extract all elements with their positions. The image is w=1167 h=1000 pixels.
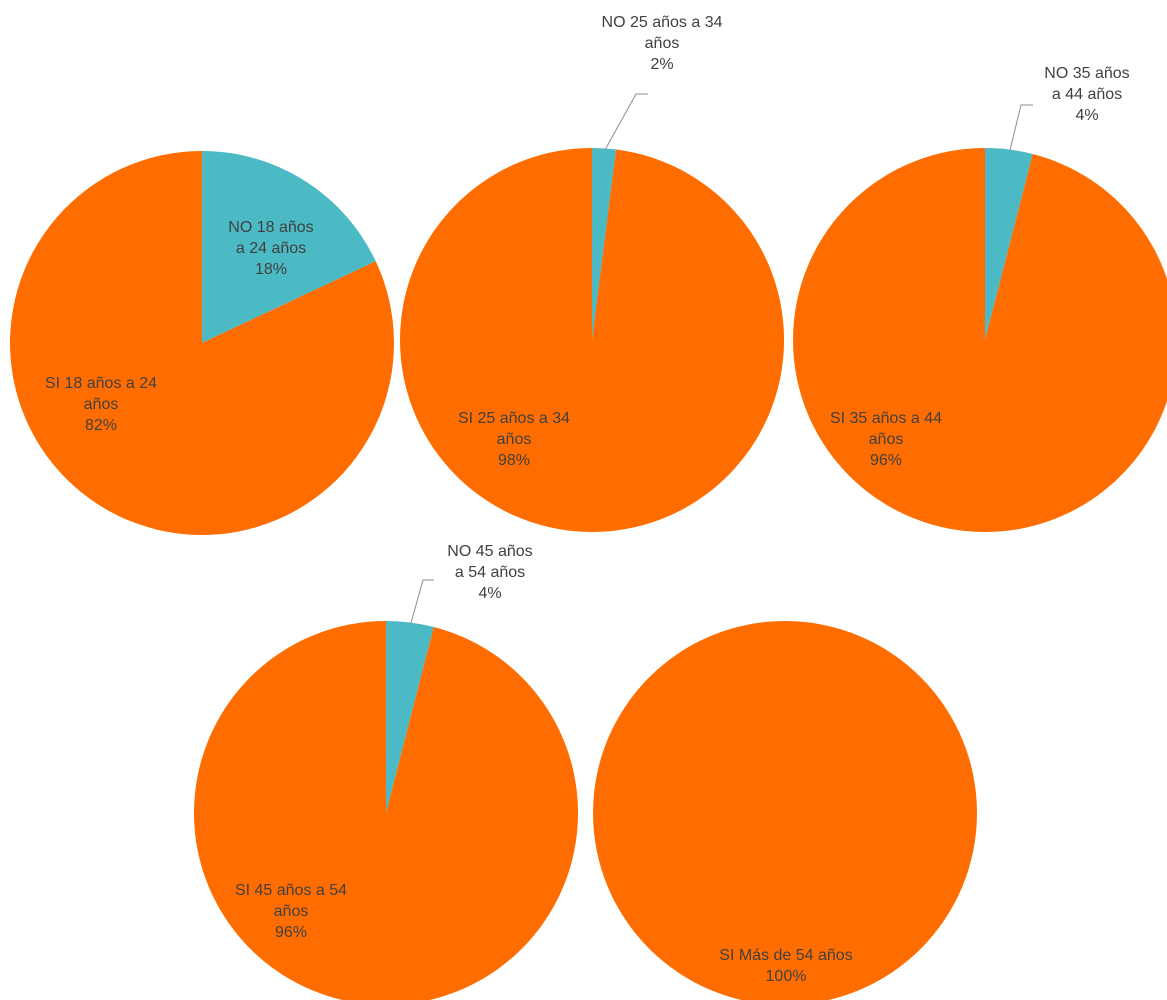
- data-label-line: 98%: [498, 452, 530, 469]
- leader-line-no-2: [604, 93, 648, 151]
- data-label-line: 96%: [275, 924, 307, 941]
- data-label-line: años: [497, 431, 532, 448]
- data-label-line: 2%: [650, 56, 673, 73]
- data-label-line: a 44 años: [1052, 86, 1122, 103]
- data-label-no-2: NO 25 años a 34 años 2%: [602, 14, 723, 73]
- pie-slice-no-2: [592, 147, 617, 340]
- data-label-line: 100%: [766, 968, 807, 985]
- pie-charts-group: NO 18 años a 24 años 18% SI 18 años a 24 año…: [10, 14, 1167, 1000]
- pie-slice-si-4: [194, 621, 579, 1000]
- data-label-line: años: [84, 396, 119, 413]
- leader-line-no-3: [1009, 104, 1033, 151]
- data-label-line: años: [274, 903, 309, 920]
- data-label-line: 96%: [870, 452, 902, 469]
- data-label-line: SI 45 años a 54: [235, 882, 347, 899]
- pie-chart-5: SI Más de 54 años 100%: [593, 621, 977, 1000]
- data-label-line: NO 18 años: [228, 219, 313, 236]
- pie-slice-si-1: [10, 151, 395, 535]
- data-label-line: 4%: [478, 585, 501, 602]
- data-label-line: SI 25 años a 34: [458, 410, 570, 427]
- data-label-si-5: SI Más de 54 años 100%: [719, 947, 852, 985]
- data-label-line: a 24 años: [236, 240, 306, 257]
- data-label-si-3: SI 35 años a 44 años 96%: [830, 410, 942, 469]
- pie-chart-1: NO 18 años a 24 años 18% SI 18 años a 24 año…: [10, 151, 395, 535]
- pie-slice-si-2: [400, 148, 785, 532]
- data-label-line: NO 45 años: [447, 543, 532, 560]
- data-label-si-2: SI 25 años a 34 años 98%: [458, 410, 570, 469]
- data-label-line: a 54 años: [455, 564, 525, 581]
- pie-chart-4: NO 45 años a 54 años 4% SI 45 años a 54 años…: [194, 543, 579, 1000]
- pie-chart-3: NO 35 años a 44 años 4% SI 35 años a 44 años…: [793, 65, 1167, 532]
- pie-slice-no-4: [386, 621, 434, 813]
- data-label-no-3: NO 35 años a 44 años 4%: [1044, 65, 1129, 124]
- data-label-line: 82%: [85, 417, 117, 434]
- data-label-line: SI 35 años a 44: [830, 410, 942, 427]
- data-label-line: SI 18 años a 24: [45, 375, 157, 392]
- pie-slice-no-1: [202, 151, 376, 343]
- leader-line-no-4: [410, 579, 434, 624]
- data-label-line: NO 35 años: [1044, 65, 1129, 82]
- data-label-line: 4%: [1075, 107, 1098, 124]
- data-label-no-4: NO 45 años a 54 años 4%: [447, 543, 532, 602]
- pie-slice-no-3: [985, 148, 1033, 340]
- pie-slice-si-3: [793, 148, 1167, 532]
- data-label-line: 18%: [255, 261, 287, 278]
- data-label-line: SI Más de 54 años: [719, 947, 852, 964]
- data-label-si-4: SI 45 años a 54 años 96%: [235, 882, 347, 941]
- data-label-no-1: NO 18 años a 24 años 18%: [228, 219, 313, 278]
- pie-chart-2: NO 25 años a 34 años 2% SI 25 años a 34 años…: [400, 14, 785, 532]
- data-label-line: NO 25 años a 34: [602, 14, 723, 31]
- data-label-line: años: [645, 35, 680, 52]
- data-label-si-1: SI 18 años a 24 años 82%: [45, 375, 157, 434]
- pie-slice-si-5: [593, 621, 977, 1000]
- data-label-line: años: [869, 431, 904, 448]
